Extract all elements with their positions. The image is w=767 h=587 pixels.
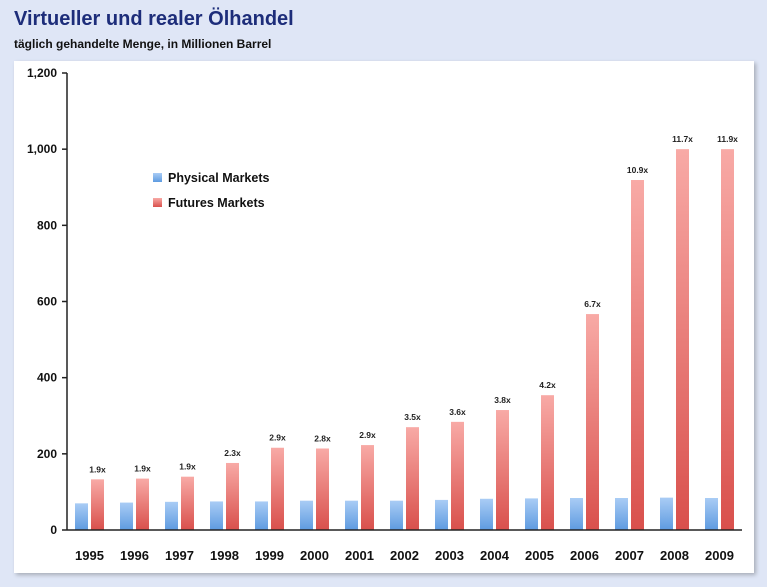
x-tick-label-2001: 2001 [345, 548, 374, 563]
bar-physical-2006 [570, 498, 583, 530]
legend: Physical Markets Futures Markets [153, 171, 269, 210]
legend-label-physical: Physical Markets [168, 171, 269, 185]
annotation-1997: 1.9x [179, 462, 196, 472]
annotation-2003: 3.6x [449, 407, 466, 417]
annotation-1999: 2.9x [269, 433, 286, 443]
x-tick-label-2009: 2009 [705, 548, 734, 563]
annotation-1998: 2.3x [224, 448, 241, 458]
bar-futures-1998 [226, 462, 239, 530]
bar-physical-2001 [345, 500, 358, 530]
bar-futures-1995 [91, 479, 104, 530]
bar-futures-2001 [361, 445, 374, 530]
y-tick-label-0: 0 [50, 523, 57, 537]
chart-title: Virtueller und realer Ölhandel [14, 8, 294, 30]
bar-futures-2008 [676, 149, 689, 530]
bar-futures-2009 [721, 149, 734, 530]
legend-swatch-physical [153, 173, 162, 182]
bar-physical-2005 [525, 498, 538, 530]
x-tick-label-2008: 2008 [660, 548, 689, 563]
x-tick-label-2007: 2007 [615, 548, 644, 563]
bar-physical-1999 [255, 501, 268, 530]
bar-physical-1996 [120, 502, 133, 530]
bar-physical-2003 [435, 499, 448, 530]
y-tick-label-1200: 1,200 [27, 66, 57, 80]
bar-futures-2006 [586, 314, 599, 530]
bar-futures-2000 [316, 448, 329, 530]
annotation-2006: 6.7x [584, 299, 601, 309]
y-tick-label-800: 800 [37, 218, 57, 232]
legend-label-futures: Futures Markets [168, 196, 265, 210]
bar-futures-2003 [451, 421, 464, 530]
bar-physical-2004 [480, 498, 493, 530]
bar-physical-2007 [615, 498, 628, 530]
bar-futures-2005 [541, 395, 554, 530]
x-tick-label-1995: 1995 [75, 548, 104, 563]
annotation-2008: 11.7x [672, 134, 693, 144]
bar-physical-2000 [300, 500, 313, 530]
annotation-2002: 3.5x [404, 412, 421, 422]
x-tick-label-2002: 2002 [390, 548, 419, 563]
y-tick-label-200: 200 [37, 447, 57, 461]
x-tick-label-1999: 1999 [255, 548, 284, 563]
bar-futures-1999 [271, 447, 284, 530]
bar-physical-1995 [75, 503, 88, 530]
y-tick-label-400: 400 [37, 371, 57, 385]
y-tick-label-1000: 1,000 [27, 142, 57, 156]
annotation-1996: 1.9x [134, 464, 151, 474]
bars-group [75, 149, 734, 530]
annotation-1995: 1.9x [89, 464, 106, 474]
bar-physical-2008 [660, 497, 673, 530]
annotation-2000: 2.8x [314, 434, 331, 444]
annotation-2001: 2.9x [359, 430, 376, 440]
axes-group [62, 72, 742, 531]
bar-futures-2007 [631, 180, 644, 530]
annotation-2005: 4.2x [539, 380, 556, 390]
bar-futures-2002 [406, 427, 419, 530]
x-tick-label-2005: 2005 [525, 548, 554, 563]
x-tick-label-2004: 2004 [480, 548, 510, 563]
bar-futures-2004 [496, 410, 509, 530]
annotation-2004: 3.8x [494, 395, 511, 405]
x-tick-label-2003: 2003 [435, 548, 464, 563]
bar-physical-1997 [165, 501, 178, 530]
legend-swatch-futures [153, 198, 162, 207]
x-tick-label-2000: 2000 [300, 548, 329, 563]
x-tick-label-1996: 1996 [120, 548, 149, 563]
x-tick-label-1997: 1997 [165, 548, 194, 563]
bar-futures-1997 [181, 476, 194, 530]
labels-group: 1.9x 1995 1.9x 1996 1.9x 1997 2.3x 1998 2.9x 1999… [27, 66, 738, 563]
y-tick-label-600: 600 [37, 295, 57, 309]
bar-physical-2002 [390, 500, 403, 530]
bar-physical-2009 [705, 498, 718, 530]
annotation-2009: 11.9x [717, 134, 738, 144]
x-tick-label-1998: 1998 [210, 548, 239, 563]
chart-subtitle: täglich gehandelte Menge, in Millionen B… [14, 37, 272, 51]
annotation-2007: 10.9x [627, 165, 649, 175]
x-tick-label-2006: 2006 [570, 548, 599, 563]
bar-physical-1998 [210, 501, 223, 530]
bar-futures-1996 [136, 478, 149, 530]
